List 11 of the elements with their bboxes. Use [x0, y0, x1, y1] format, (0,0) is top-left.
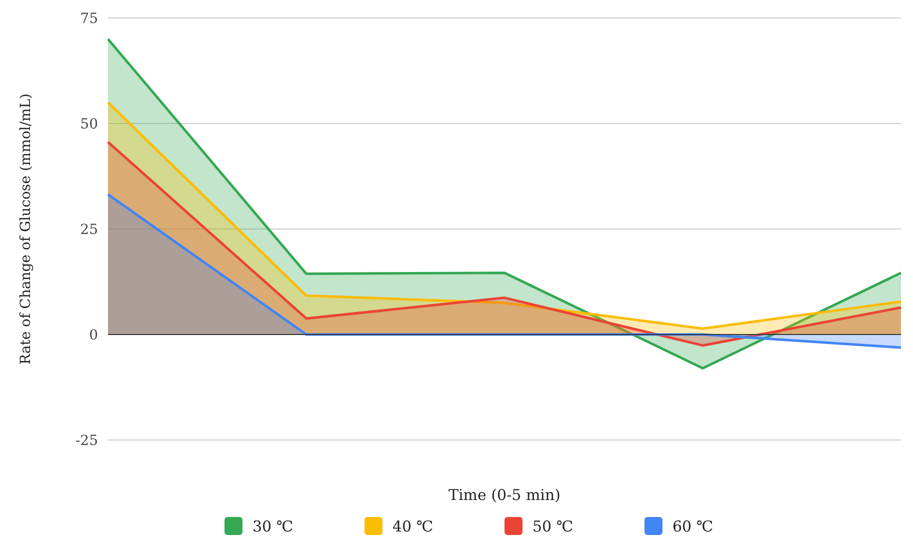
- y-tick-label: 0: [89, 327, 98, 344]
- legend-label: 40 ℃: [392, 517, 434, 536]
- legend-label: 50 ℃: [532, 517, 574, 536]
- y-tick-label: 50: [80, 116, 98, 132]
- y-tick-label: -25: [75, 432, 98, 449]
- legend-label: 60 ℃: [672, 517, 714, 536]
- legend-label: 30 ℃: [252, 517, 294, 536]
- x-axis-title: Time (0-5 min): [448, 486, 560, 504]
- y-tick-label: 25: [80, 222, 98, 238]
- y-tick-label: 75: [80, 10, 98, 27]
- y-axis-title: Rate of Change of Glucose (mmol/mL): [18, 93, 34, 365]
